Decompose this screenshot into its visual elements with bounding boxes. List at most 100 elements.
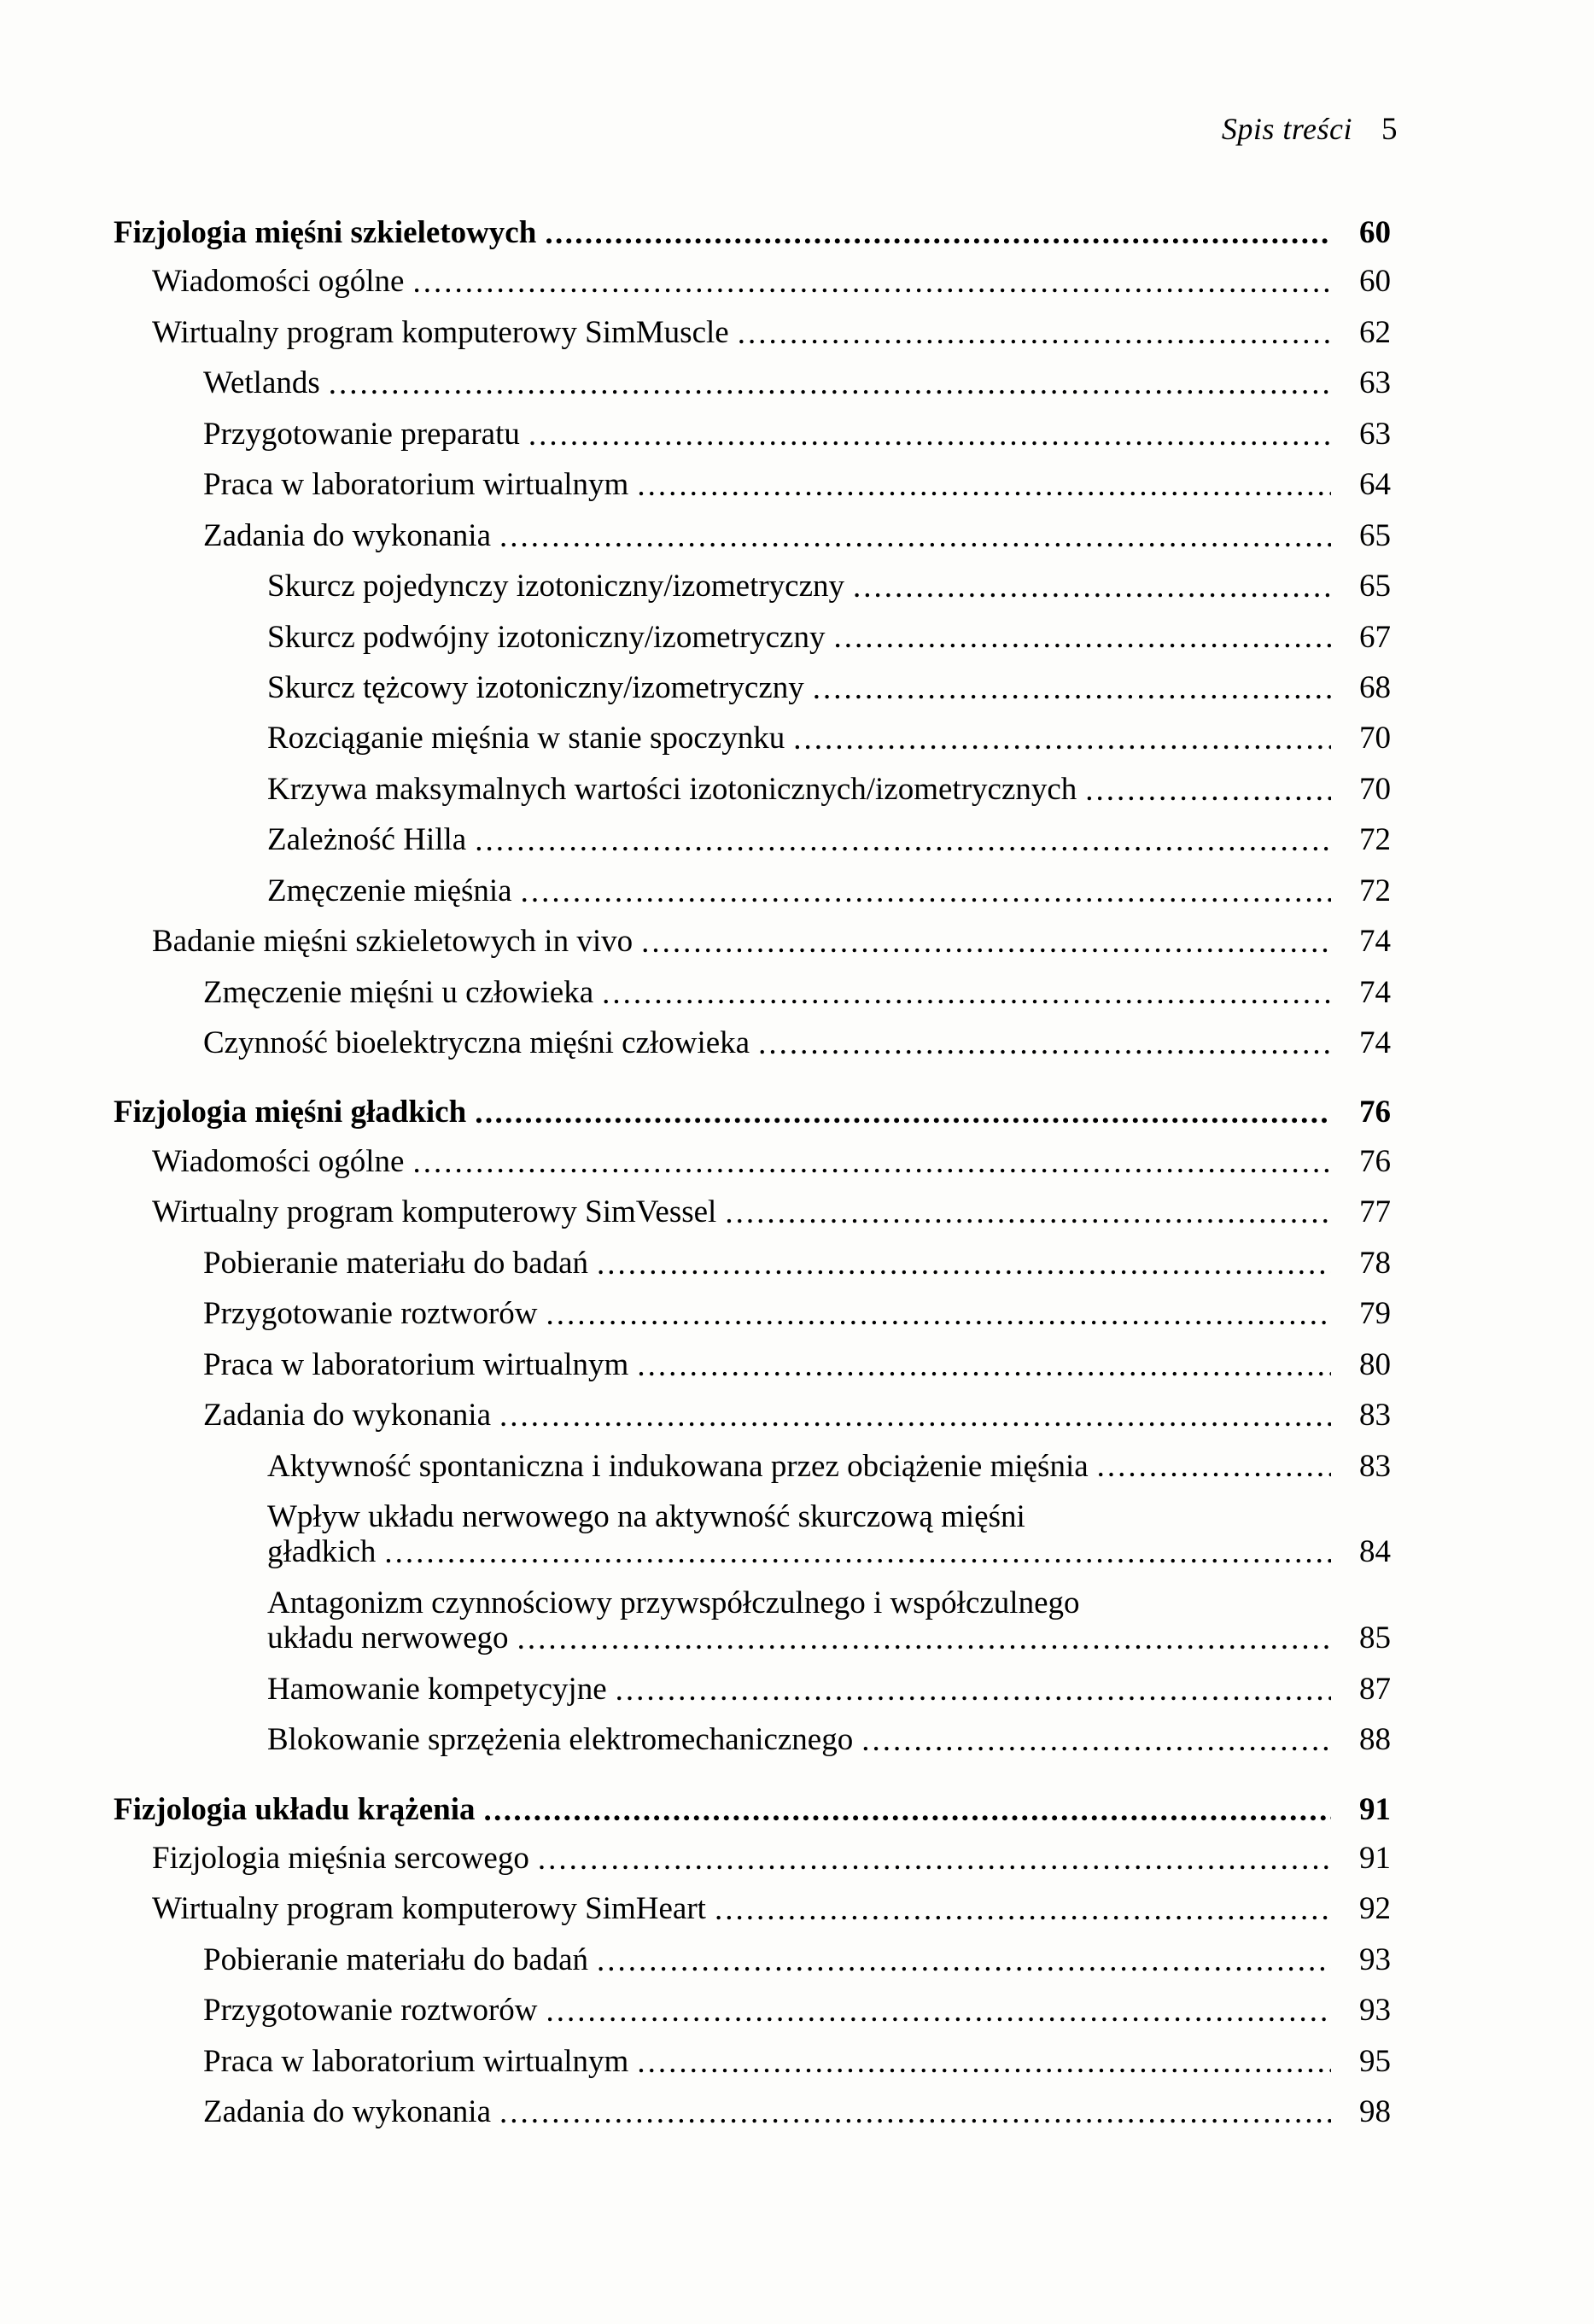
toc-entry[interactable]: Fizjologia mięśni gładkich 76 <box>114 1095 1391 1130</box>
dot-leader <box>793 725 1331 756</box>
dot-leader <box>475 826 1331 858</box>
toc-entry-page: 74 <box>1359 924 1391 960</box>
dot-leader <box>738 318 1331 350</box>
toc-entry[interactable]: Pobieranie materiału do badań 78 <box>203 1246 1391 1281</box>
toc-entry-page: 80 <box>1359 1346 1391 1382</box>
toc-entry-page: 87 <box>1359 1671 1391 1707</box>
toc-entry-page: 64 <box>1359 467 1391 503</box>
dot-leader <box>545 219 1331 250</box>
dot-leader <box>758 1029 1331 1060</box>
toc-entry[interactable]: Przygotowanie preparatu 63 <box>203 417 1391 452</box>
toc-entry[interactable]: Fizjologia mięśnia sercowego 91 <box>152 1841 1391 1876</box>
toc-entry-page: 78 <box>1359 1245 1391 1281</box>
toc-entry[interactable]: Pobieranie materiału do badań 93 <box>203 1942 1391 1977</box>
toc-entry[interactable]: Krzywa maksymalnych wartości izotoniczny… <box>267 772 1391 807</box>
toc-entry-line: Praca w laboratorium wirtualnym 95 <box>203 2044 1391 2079</box>
toc-entry[interactable]: Rozciąganie mięśnia w stanie spoczynku 70 <box>267 721 1391 756</box>
toc-entry-page: 70 <box>1359 721 1391 756</box>
toc-entry[interactable]: Skurcz podwójny izotoniczny/izometryczny… <box>267 620 1391 655</box>
dot-leader <box>597 1946 1331 1977</box>
toc-entry-title: Pobieranie materiału do badań <box>203 1942 589 1977</box>
toc-entry[interactable]: Blokowanie sprzężenia elektromechaniczne… <box>267 1722 1391 1757</box>
toc-entry[interactable]: Wirtualny program komputerowy SimMuscle 6… <box>152 315 1391 350</box>
toc-entry-title-cont: gładkich <box>267 1534 377 1570</box>
toc-entry[interactable]: Skurcz pojedynczy izotoniczny/izometrycz… <box>267 569 1391 604</box>
toc-entry[interactable]: Zmęczenie mięśni u człowieka 74 <box>203 975 1391 1010</box>
toc-entry-title: Fizjologia mięśni szkieletowych <box>114 215 537 250</box>
toc-entry-line: układu nerwowego 85 <box>267 1620 1391 1655</box>
toc-entry[interactable]: Wiadomości ogólne 60 <box>152 264 1391 299</box>
toc-entry[interactable]: Wetlands 63 <box>203 365 1391 400</box>
dot-leader <box>499 522 1331 553</box>
page-folio: 5 <box>1381 112 1398 147</box>
toc-entry-page: 63 <box>1359 416 1391 452</box>
toc-entry-line: Praca w laboratorium wirtualnym 64 <box>203 467 1391 502</box>
toc-entry[interactable]: Fizjologia układu krążenia 91 <box>114 1792 1391 1827</box>
toc-entry[interactable]: Wirtualny program komputerowy SimVessel 7… <box>152 1194 1391 1229</box>
toc-entry-title: Skurcz tężcowy izotoniczny/izometryczny <box>267 669 804 705</box>
toc-entry[interactable]: Praca w laboratorium wirtualnym 64 <box>203 467 1391 502</box>
toc-entry[interactable]: Czynność bioelektryczna mięśni człowieka… <box>203 1025 1391 1060</box>
toc-entry-line: Wirtualny program komputerowy SimHeart 92 <box>152 1891 1391 1926</box>
dot-leader <box>637 2047 1331 2079</box>
toc-entry[interactable]: Wirtualny program komputerowy SimHeart 92 <box>152 1891 1391 1926</box>
toc-entry[interactable]: Wiadomości ogólne 76 <box>152 1144 1391 1179</box>
toc-entry-page: 85 <box>1359 1620 1391 1656</box>
toc-entry[interactable]: Aktywność spontaniczna i indukowana prze… <box>267 1449 1391 1484</box>
toc-entry-line: Fizjologia układu krążenia 91 <box>114 1792 1391 1827</box>
toc-entry[interactable]: Skurcz tężcowy izotoniczny/izometryczny 6… <box>267 670 1391 705</box>
dot-leader <box>412 1147 1331 1179</box>
toc-entry[interactable]: Wpływ układu nerwowego na aktywność skur… <box>267 1499 1391 1570</box>
toc-entry-page: 60 <box>1359 264 1391 300</box>
toc-entry-page: 70 <box>1359 771 1391 807</box>
toc-entry-line: Skurcz tężcowy izotoniczny/izometryczny 6… <box>267 670 1391 705</box>
toc-entry-title: Zmęczenie mięśnia <box>267 873 512 908</box>
toc-entry-page: 91 <box>1359 1791 1391 1827</box>
dot-leader <box>521 877 1331 908</box>
toc-entry-line: Zadania do wykonania 98 <box>203 2094 1391 2129</box>
dot-leader <box>715 1895 1331 1927</box>
toc-entry-line: Zależność Hilla 72 <box>267 822 1391 857</box>
toc-entry-page: 63 <box>1359 365 1391 401</box>
toc-entry-title: Praca w laboratorium wirtualnym <box>203 467 629 503</box>
toc-entry-title: Fizjologia układu krążenia <box>114 1791 476 1827</box>
toc-entry[interactable]: Antagonizm czynnościowy przywspółczulneg… <box>267 1585 1391 1656</box>
toc-entry[interactable]: Fizjologia mięśni szkieletowych 60 <box>114 215 1391 250</box>
toc-entry-title: Krzywa maksymalnych wartości izotoniczny… <box>267 771 1077 807</box>
dot-leader <box>546 1300 1331 1332</box>
toc-entry[interactable]: Praca w laboratorium wirtualnym 80 <box>203 1347 1391 1382</box>
toc-entry[interactable]: Praca w laboratorium wirtualnym 95 <box>203 2044 1391 2079</box>
toc-entry-line: Wiadomości ogólne 60 <box>152 264 1391 299</box>
toc-entry[interactable]: Zadania do wykonania 98 <box>203 2094 1391 2129</box>
toc-entry[interactable]: Badanie mięśni szkieletowych in vivo 74 <box>152 924 1391 959</box>
toc-entry-page: 76 <box>1359 1095 1391 1130</box>
toc-entry-page: 93 <box>1359 1993 1391 2029</box>
dot-leader <box>499 1402 1331 1434</box>
dot-leader <box>813 674 1331 705</box>
toc-entry-line: Aktywność spontaniczna i indukowana prze… <box>267 1449 1391 1484</box>
toc-entry-title: Hamowanie kompetycyjne <box>267 1671 607 1707</box>
toc-entry[interactable]: Zadania do wykonania 65 <box>203 518 1391 553</box>
toc-entry-page: 84 <box>1359 1534 1391 1570</box>
toc-entry-title: Przygotowanie roztworów <box>203 1993 538 2029</box>
toc-entry[interactable]: Zmęczenie mięśnia 72 <box>267 873 1391 908</box>
toc-entry-line: Pobieranie materiału do badań 78 <box>203 1246 1391 1281</box>
dot-leader <box>616 1675 1331 1707</box>
toc-entry-page: 88 <box>1359 1722 1391 1758</box>
toc-entry-page: 72 <box>1359 822 1391 858</box>
toc-entry-line: Skurcz pojedynczy izotoniczny/izometrycz… <box>267 569 1391 604</box>
dot-leader <box>1085 775 1331 807</box>
toc-entry[interactable]: Przygotowanie roztworów 79 <box>203 1296 1391 1331</box>
toc-entry-title: Wetlands <box>203 365 320 401</box>
toc-entry[interactable]: Hamowanie kompetycyjne 87 <box>267 1672 1391 1707</box>
toc-entry-page: 91 <box>1359 1841 1391 1876</box>
toc-entry[interactable]: Przygotowanie roztworów 93 <box>203 1993 1391 2028</box>
toc-entry[interactable]: Zależność Hilla 72 <box>267 822 1391 857</box>
toc-entry-title: Wirtualny program komputerowy SimVessel <box>152 1194 717 1230</box>
toc-entry[interactable]: Zadania do wykonania 83 <box>203 1398 1391 1433</box>
toc-entry-line: Skurcz podwójny izotoniczny/izometryczny… <box>267 620 1391 655</box>
toc-entry-line: Czynność bioelektryczna mięśni człowieka… <box>203 1025 1391 1060</box>
toc-entry-title: Fizjologia mięśni gładkich <box>114 1095 467 1130</box>
toc-entry-line: Wetlands 63 <box>203 365 1391 400</box>
